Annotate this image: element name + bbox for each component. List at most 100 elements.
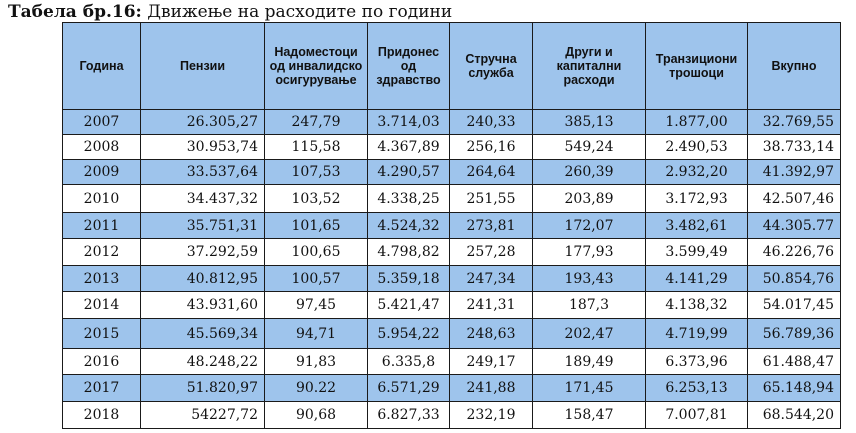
cell-transition-costs: 3.482,61 (645, 212, 748, 239)
cell-other-capital-expenses: 385,13 (532, 109, 646, 135)
cell-total: 38.733,14 (747, 134, 841, 160)
header-year: Година (62, 22, 141, 110)
header-professional-service: Стручна служба (449, 22, 533, 110)
cell-pensions: 48.248,22 (140, 348, 265, 375)
cell-professional-service: 241,88 (449, 374, 533, 402)
cell-health-contribution: 4.290,57 (367, 159, 450, 185)
table-row: 2015 45.569,34 94,71 5.954,22 248,63 202,47 4.… (62, 318, 841, 349)
cell-health-contribution: 4.798,82 (367, 238, 450, 266)
cell-pensions: 26.305,27 (140, 109, 265, 135)
cell-year: 2016 (62, 348, 141, 375)
cell-professional-service: 232,19 (449, 401, 533, 429)
cell-other-capital-expenses: 158,47 (532, 401, 646, 429)
cell-total: 42.507,46 (747, 184, 841, 213)
cell-pensions: 51.820,97 (140, 374, 265, 402)
cell-total: 46.226,76 (747, 238, 841, 266)
table-row: 2008 30.953,74 115,58 4.367,89 256,16 549,24 2… (62, 134, 841, 160)
cell-other-capital-expenses: 172,07 (532, 212, 646, 239)
cell-other-capital-expenses: 260,39 (532, 159, 646, 185)
cell-transition-costs: 6.253,13 (645, 374, 748, 402)
header-pensions: Пензии (140, 22, 265, 110)
cell-disability-benefits: 90.22 (264, 374, 368, 402)
cell-pensions: 33.537,64 (140, 159, 265, 185)
cell-professional-service: 241,31 (449, 291, 533, 319)
cell-professional-service: 248,63 (449, 318, 533, 349)
cell-disability-benefits: 107,53 (264, 159, 368, 185)
cell-year: 2007 (62, 109, 141, 135)
cell-year: 2018 (62, 401, 141, 429)
table-row: 2007 26.305,27 247,79 3.714,03 240,33 385,13 1… (62, 109, 841, 135)
table-row: 2012 37.292,59 100,65 4.798,82 257,28 177,93 3… (62, 238, 841, 266)
cell-pensions: 37.292,59 (140, 238, 265, 266)
header-total: Вкупно (747, 22, 841, 110)
cell-year: 2014 (62, 291, 141, 319)
cell-health-contribution: 5.421,47 (367, 291, 450, 319)
table-row: 2010 34.437,32 103,52 4.338,25 251,55 203,89 3… (62, 184, 841, 213)
cell-year: 2013 (62, 265, 141, 292)
table-caption-label: Табела бр.16: (8, 2, 142, 22)
cell-disability-benefits: 91,83 (264, 348, 368, 375)
table-caption-text: Движење на расходите по години (141, 2, 453, 22)
cell-other-capital-expenses: 202,47 (532, 318, 646, 349)
cell-health-contribution: 3.714,03 (367, 109, 450, 135)
cell-transition-costs: 3.599,49 (645, 238, 748, 266)
cell-total: 65.148,94 (747, 374, 841, 402)
cell-health-contribution: 4.338,25 (367, 184, 450, 213)
cell-transition-costs: 2.490,53 (645, 134, 748, 160)
cell-total: 50.854,76 (747, 265, 841, 292)
header-transition-costs: Транзициони трошоци (645, 22, 748, 110)
cell-disability-benefits: 100,65 (264, 238, 368, 266)
cell-transition-costs: 6.373,96 (645, 348, 748, 375)
table-row: 2016 48.248,22 91,83 6.335,8 249,17 189,49 6.3… (62, 348, 841, 375)
cell-health-contribution: 4.367,89 (367, 134, 450, 160)
table-row: 2014 43.931,60 97,45 5.421,47 241,31 187,3 4.1… (62, 291, 841, 319)
cell-disability-benefits: 101,65 (264, 212, 368, 239)
cell-health-contribution: 5.954,22 (367, 318, 450, 349)
cell-transition-costs: 3.172,93 (645, 184, 748, 213)
cell-transition-costs: 4.719,99 (645, 318, 748, 349)
cell-pensions: 30.953,74 (140, 134, 265, 160)
cell-other-capital-expenses: 549,24 (532, 134, 646, 160)
header-health-contribution: Придонес од здравство (367, 22, 450, 110)
cell-pensions: 34.437,32 (140, 184, 265, 213)
cell-professional-service: 251,55 (449, 184, 533, 213)
table-row: 2018 54227,72 90,68 6.827,33 232,19 158,47 7.0… (62, 401, 841, 429)
cell-health-contribution: 6.335,8 (367, 348, 450, 375)
cell-year: 2017 (62, 374, 141, 402)
table-row: 2011 35.751,31 101,65 4.524,32 273,81 172,07 3… (62, 212, 841, 239)
cell-year: 2009 (62, 159, 141, 185)
cell-total: 56.789,36 (747, 318, 841, 349)
cell-pensions: 54227,72 (140, 401, 265, 429)
table-row: 2009 33.537,64 107,53 4.290,57 264,64 260,39 2… (62, 159, 841, 185)
cell-transition-costs: 1.877,00 (645, 109, 748, 135)
cell-total: 32.769,55 (747, 109, 841, 135)
table-row: 2013 40.812,95 100,57 5.359,18 247,34 193,43 4… (62, 265, 841, 292)
cell-professional-service: 273,81 (449, 212, 533, 239)
cell-professional-service: 256,16 (449, 134, 533, 160)
header-other-capital-expenses: Други и капитални расходи (532, 22, 646, 110)
cell-year: 2008 (62, 134, 141, 160)
cell-pensions: 40.812,95 (140, 265, 265, 292)
cell-total: 44.305.77 (747, 212, 841, 239)
table-caption: Табела бр.16: Движење на расходите по го… (8, 1, 452, 23)
cell-disability-benefits: 247,79 (264, 109, 368, 135)
cell-health-contribution: 6.571,29 (367, 374, 450, 402)
cell-total: 41.392,97 (747, 159, 841, 185)
cell-disability-benefits: 97,45 (264, 291, 368, 319)
cell-professional-service: 240,33 (449, 109, 533, 135)
cell-health-contribution: 4.524,32 (367, 212, 450, 239)
cell-professional-service: 247,34 (449, 265, 533, 292)
table-header-row: Година Пензии Надоместоци од инвалидско … (62, 22, 841, 110)
cell-pensions: 45.569,34 (140, 318, 265, 349)
cell-transition-costs: 4.141,29 (645, 265, 748, 292)
cell-professional-service: 249,17 (449, 348, 533, 375)
cell-year: 2012 (62, 238, 141, 266)
cell-total: 54.017,45 (747, 291, 841, 319)
cell-disability-benefits: 94,71 (264, 318, 368, 349)
cell-other-capital-expenses: 193,43 (532, 265, 646, 292)
cell-disability-benefits: 103,52 (264, 184, 368, 213)
cell-year: 2010 (62, 184, 141, 213)
cell-total: 61.488,47 (747, 348, 841, 375)
cell-total: 68.544,20 (747, 401, 841, 429)
cell-other-capital-expenses: 187,3 (532, 291, 646, 319)
